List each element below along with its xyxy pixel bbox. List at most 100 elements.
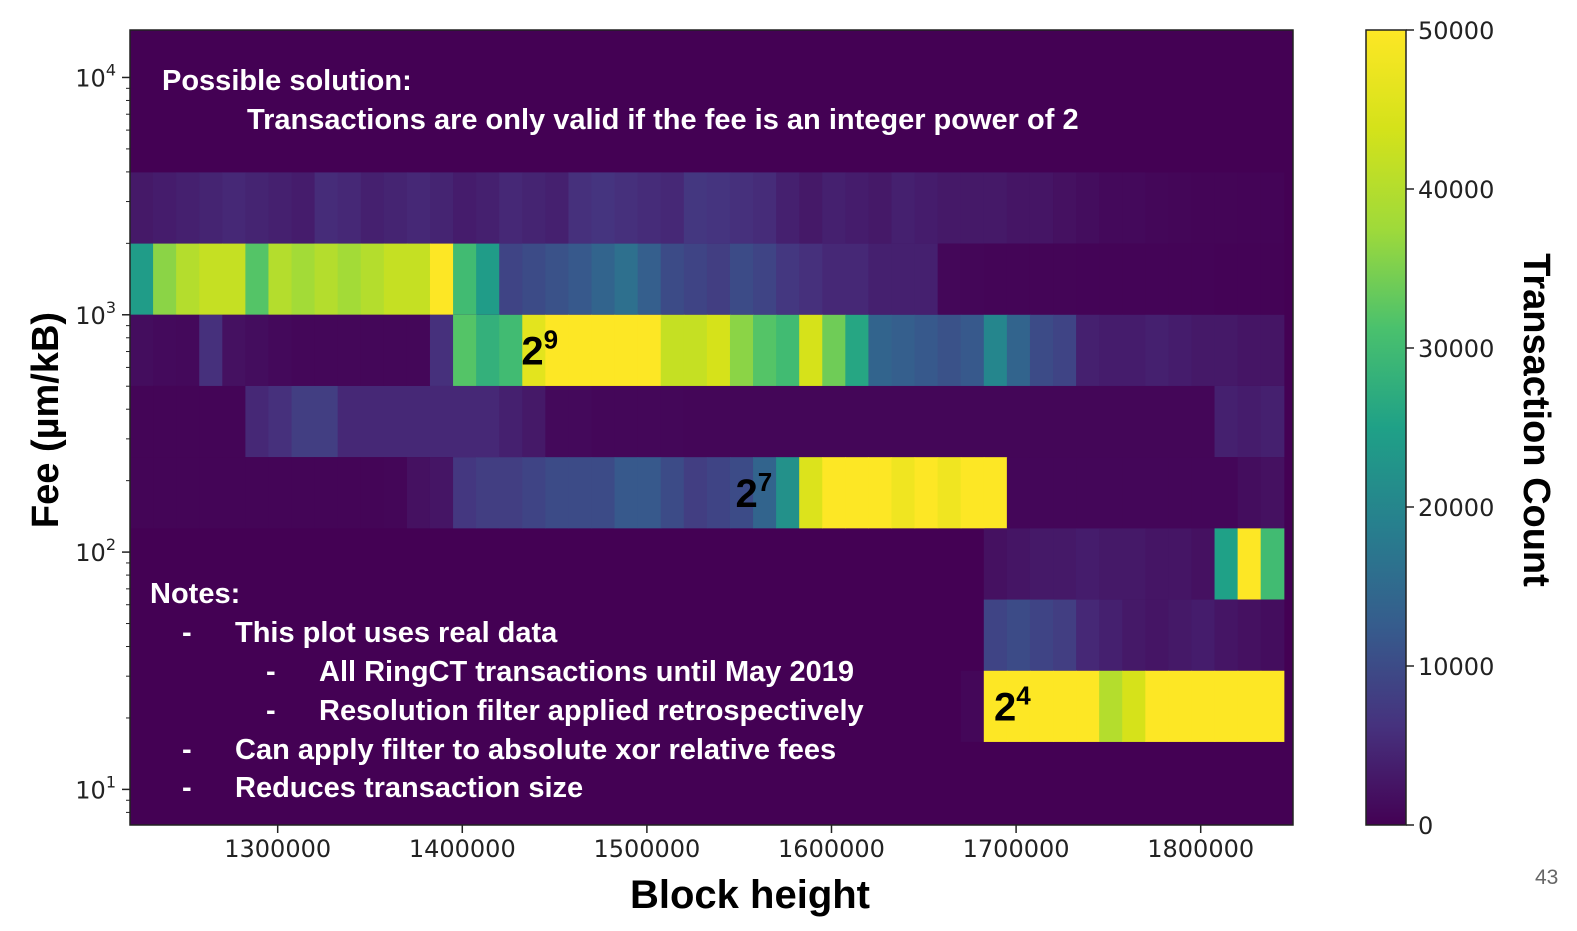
- heatmap-cell: [522, 243, 546, 315]
- heatmap-cell: [406, 314, 431, 386]
- heatmap-cell: [660, 457, 685, 529]
- heatmap-cell: [337, 385, 362, 458]
- colorbar-tick-label: 50000: [1418, 17, 1494, 45]
- heatmap-cell: [360, 314, 385, 386]
- heatmap-cell: [522, 457, 546, 529]
- heatmap-cell: [1145, 385, 1169, 458]
- solution-text: Transactions are only valid if the fee i…: [247, 104, 1079, 136]
- heatmap-cell: [522, 172, 546, 244]
- heatmap-cell: [1237, 172, 1262, 244]
- heatmap-cell: [222, 172, 246, 244]
- heatmap-cell: [983, 670, 1008, 742]
- note-4-text: Can apply filter to absolute xor relativ…: [235, 734, 836, 766]
- heatmap-cell: [383, 314, 408, 386]
- heatmap-cell: [1214, 172, 1239, 244]
- heatmap-cell: [937, 314, 962, 386]
- heatmap-cell: [522, 385, 546, 458]
- heatmap-cell: [1122, 670, 1146, 742]
- heatmap-cell: [1053, 172, 1077, 244]
- heatmap-cell: [1053, 314, 1077, 386]
- heatmap-cell: [1076, 599, 1100, 671]
- heatmap-cell: [1191, 314, 1216, 386]
- heatmap-cell: [245, 314, 270, 386]
- heatmap-cell: [845, 172, 870, 244]
- heatmap-cell: [1099, 314, 1123, 386]
- heatmap-cell: [1237, 243, 1262, 315]
- heatmap-cell: [637, 314, 662, 386]
- solution-title: Possible solution:: [162, 65, 412, 97]
- heatmap-cell: [406, 457, 431, 529]
- heatmap-cell: [130, 243, 154, 315]
- heatmap-cell: [383, 385, 408, 458]
- heatmap-cell: [245, 385, 270, 458]
- heatmap-cell: [1006, 528, 1031, 600]
- heatmap-cell: [891, 314, 916, 386]
- heatmap-cell: [637, 385, 662, 458]
- heatmap-cell: [476, 243, 500, 315]
- heatmap-cell: [499, 314, 523, 386]
- heatmap-cell: [291, 172, 316, 244]
- heatmap-cell: [799, 314, 823, 386]
- heatmap-cell: [199, 172, 223, 244]
- heatmap-cell: [683, 314, 708, 386]
- note-5-bullet: -: [182, 772, 192, 804]
- heatmap-cell: [1029, 172, 1054, 244]
- heatmap-cell: [314, 243, 339, 315]
- heatmap-cell: [729, 172, 754, 244]
- heatmap-cell: [1076, 172, 1100, 244]
- heatmap-cell: [545, 314, 570, 386]
- heatmap-cell: [1099, 243, 1123, 315]
- heatmap-cells: [130, 172, 1285, 742]
- heatmap-cell: [753, 243, 777, 315]
- heatmap-cell: [937, 172, 962, 244]
- heatmap-cell: [960, 670, 985, 742]
- heatmap-cell: [753, 172, 777, 244]
- heatmap-cell: [845, 314, 870, 386]
- note-5-text: Reduces transaction size: [235, 772, 583, 804]
- y-tick-label: 103: [75, 298, 116, 330]
- heatmap-cell: [1029, 457, 1054, 529]
- heatmap-cell: [476, 385, 500, 458]
- heatmap-cell: [845, 385, 870, 458]
- heatmap-cell: [1237, 314, 1262, 386]
- heatmap-cell: [337, 172, 362, 244]
- heatmap-cell: [1053, 243, 1077, 315]
- heatmap-cell: [776, 172, 800, 244]
- heatmap-cell: [614, 314, 639, 386]
- heatmap-cell: [291, 243, 316, 315]
- heatmap-cell: [799, 457, 823, 529]
- heatmap-cell: [1260, 457, 1285, 529]
- heatmap-cell: [1122, 314, 1146, 386]
- heatmap-cell: [637, 243, 662, 315]
- heatmap-cell: [729, 243, 754, 315]
- heatmap-cell: [1168, 670, 1193, 742]
- power-label-2-4: 24: [994, 680, 1031, 729]
- heatmap-cell: [176, 172, 200, 244]
- heatmap-cell: [637, 172, 662, 244]
- heatmap-cell: [568, 243, 593, 315]
- heatmap-cell: [476, 314, 500, 386]
- heatmap-cell: [1122, 457, 1146, 529]
- heatmap-cell: [1122, 599, 1146, 671]
- heatmap-cell: [706, 457, 731, 529]
- slide-number: 43: [1535, 866, 1559, 889]
- heatmap-cell: [660, 314, 685, 386]
- heatmap-cell: [660, 172, 685, 244]
- heatmap-cell: [1145, 172, 1169, 244]
- heatmap-cell: [545, 385, 570, 458]
- colorbar: [1365, 29, 1407, 826]
- heatmap-cell: [337, 243, 362, 315]
- heatmap-cell: [222, 314, 246, 386]
- heatmap-cell: [660, 243, 685, 315]
- heatmap-cell: [1145, 670, 1169, 742]
- heatmap-cell: [1214, 528, 1239, 600]
- heatmap-cell: [891, 385, 916, 458]
- heatmap-cell: [568, 314, 593, 386]
- heatmap-cell: [1029, 314, 1054, 386]
- heatmap-cell: [1053, 599, 1077, 671]
- heatmap-cell: [453, 243, 477, 315]
- heatmap-cell: [245, 172, 270, 244]
- heatmap-cell: [822, 314, 846, 386]
- heatmap-cell: [1260, 670, 1285, 742]
- heatmap-cell: [360, 172, 385, 244]
